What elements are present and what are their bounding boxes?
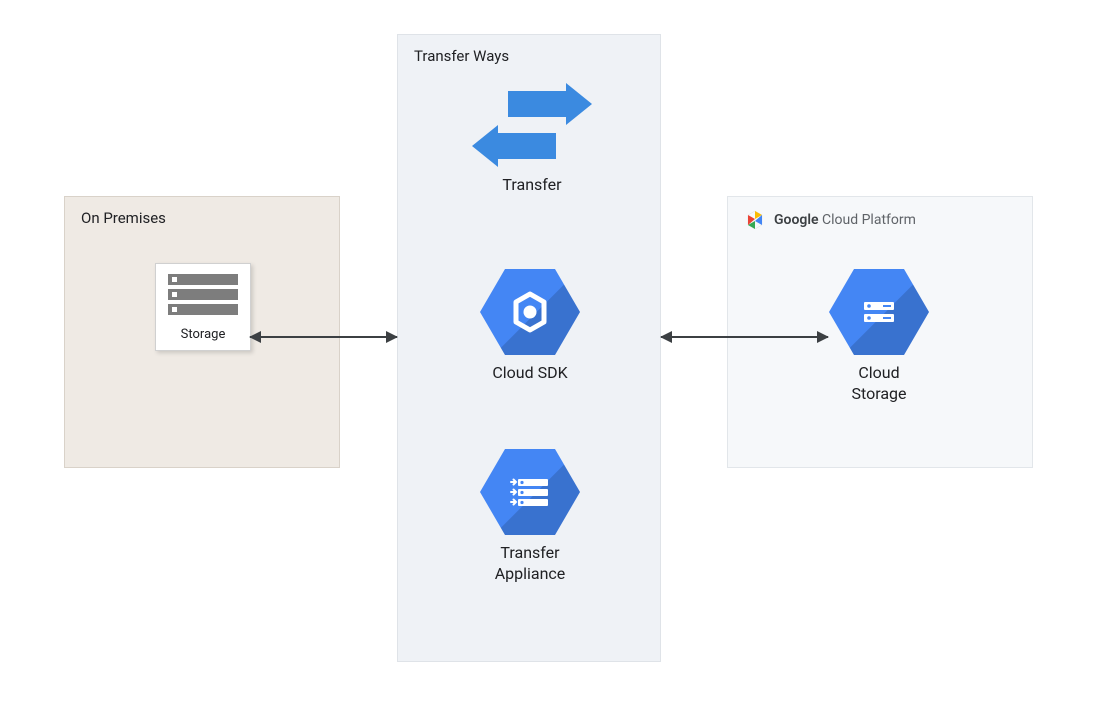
edge-storage-to-transfer xyxy=(250,336,397,338)
gcp-logo-icon xyxy=(744,209,766,231)
gcp-logo-bold: Google xyxy=(774,212,819,228)
panel-transfer-ways: Transfer Ways Transfer xyxy=(397,34,661,662)
storage-card: Storage xyxy=(155,263,251,351)
panel-gcp: Google Cloud Platform Cloud Storage xyxy=(727,196,1033,468)
cloud-sdk-icon xyxy=(505,287,555,337)
node-storage: Storage xyxy=(155,263,251,351)
transfer-appliance-icon xyxy=(505,467,555,517)
storage-label: Storage xyxy=(181,327,226,342)
panel-title-transfer-ways: Transfer Ways xyxy=(414,47,509,65)
transfer-appliance-hexagon-icon xyxy=(480,449,580,535)
cloud-sdk-label: Cloud SDK xyxy=(492,363,567,384)
transfer-arrows-icon xyxy=(472,87,592,167)
node-transfer: Transfer xyxy=(472,87,592,196)
node-cloud-sdk: Cloud SDK xyxy=(480,269,580,384)
node-cloud-storage: Cloud Storage xyxy=(829,269,929,405)
gcp-logo-text: Google Cloud Platform xyxy=(774,212,916,228)
edge-transfer-to-cloud-storage xyxy=(661,336,828,338)
cloud-storage-label: Cloud Storage xyxy=(852,363,907,405)
gcp-logo-rest: Cloud Platform xyxy=(819,212,916,228)
node-transfer-appliance: Transfer Appliance xyxy=(480,449,580,585)
panel-on-premises: On Premises Storage xyxy=(64,196,340,468)
gcp-logo: Google Cloud Platform xyxy=(744,209,916,231)
storage-icon xyxy=(168,274,238,315)
transfer-appliance-label: Transfer Appliance xyxy=(495,543,566,585)
cloud-sdk-hexagon-icon xyxy=(480,269,580,355)
panel-title-on-premises: On Premises xyxy=(81,209,166,227)
cloud-storage-hexagon-icon xyxy=(829,269,929,355)
cloud-storage-icon xyxy=(854,287,904,337)
transfer-label: Transfer xyxy=(502,175,561,196)
